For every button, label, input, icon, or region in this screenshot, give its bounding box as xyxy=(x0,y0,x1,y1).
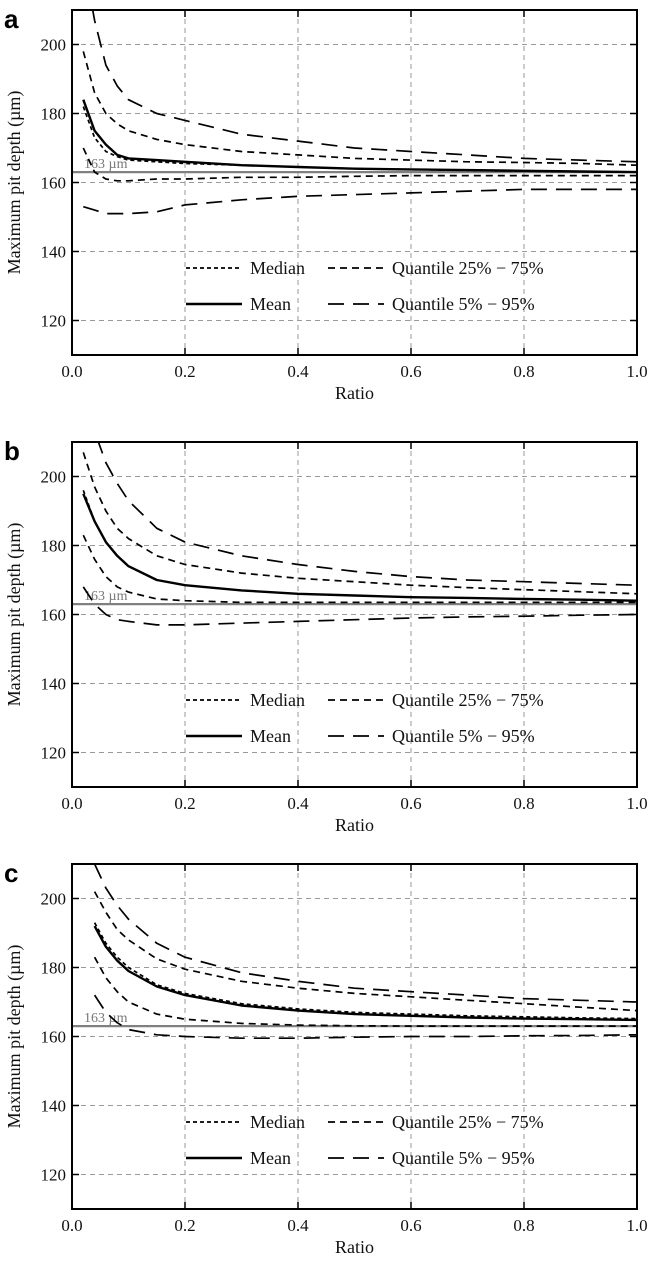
x-tick-label: 0.8 xyxy=(513,362,534,381)
series-line-quantile-25- xyxy=(82,147,637,182)
legend-label: Quantile 5% − 95% xyxy=(392,294,535,314)
y-tick-label: 120 xyxy=(41,744,67,763)
legend-label: Quantile 5% − 95% xyxy=(392,1148,535,1168)
x-tick-label: 0.6 xyxy=(400,794,421,813)
legend-label: Mean xyxy=(250,294,291,314)
reference-label: 163 µm xyxy=(84,589,128,604)
reference-label: 163 µm xyxy=(84,157,128,172)
x-tick-label: 0.4 xyxy=(287,362,309,381)
series-line-median xyxy=(82,490,637,602)
legend-label: Mean xyxy=(250,1148,291,1168)
x-tick-label: 0.0 xyxy=(61,794,82,813)
x-tick-label: 0.2 xyxy=(174,362,195,381)
x-tick-label: 1.0 xyxy=(626,794,647,813)
x-tick-label: 0.8 xyxy=(513,794,534,813)
y-tick-label: 160 xyxy=(41,1028,67,1047)
series-line-mean xyxy=(93,925,637,1022)
series-line-quantile-5- xyxy=(83,188,637,215)
panel-letter: b xyxy=(4,436,20,466)
legend-label: Median xyxy=(250,258,305,278)
x-tick-label: 0.6 xyxy=(400,1216,421,1235)
series-line-quantile-75- xyxy=(82,452,637,595)
legend-label: Quantile 5% − 95% xyxy=(392,726,535,746)
y-tick-label: 120 xyxy=(41,312,67,331)
series-line-quantile-95- xyxy=(93,864,637,1003)
x-axis-label: Ratio xyxy=(335,815,374,835)
x-tick-label: 0.2 xyxy=(174,1216,195,1235)
y-tick-label: 160 xyxy=(41,174,67,193)
x-tick-label: 0.6 xyxy=(400,362,421,381)
chart-svg-b: b 163 µm 0.0 0.2 0.4 0.6 0.8 1.0 120 140 160 180 200… xyxy=(4,436,648,835)
y-tick-label: 180 xyxy=(41,105,67,124)
series-line-quantile-95- xyxy=(91,10,637,163)
legend-label: Median xyxy=(250,1112,305,1132)
y-tick-label: 120 xyxy=(41,1166,67,1185)
x-axis-label: Ratio xyxy=(335,383,374,403)
y-axis-label: Maximum pit depth (µm) xyxy=(4,945,25,1129)
series-line-quantile-5- xyxy=(93,994,637,1040)
y-tick-label: 200 xyxy=(41,36,67,55)
y-tick-label: 140 xyxy=(41,675,67,694)
y-tick-label: 140 xyxy=(41,243,67,262)
legend-label: Quantile 25% − 75% xyxy=(392,1112,544,1132)
y-tick-label: 180 xyxy=(41,537,67,556)
y-tick-label: 200 xyxy=(41,890,67,909)
series-line-quantile-95- xyxy=(97,442,637,587)
series-line-mean xyxy=(82,99,637,174)
chart-svg-c: c 163 µm 0.0 0.2 0.4 0.6 0.8 1.0 120 140 160 180 200… xyxy=(4,858,648,1257)
y-tick-label: 200 xyxy=(41,468,67,487)
chart-panel-c: c 163 µm 0.0 0.2 0.4 0.6 0.8 1.0 120 140 160 180 200… xyxy=(0,854,653,1281)
x-tick-label: 0.0 xyxy=(61,1216,82,1235)
chart-svg-a: a 163 µm 0.0 0.2 0.4 0.6 0.8 1.0 120 140 160 180 200… xyxy=(4,4,648,403)
panel-letter: a xyxy=(4,4,19,34)
series-line-quantile-25- xyxy=(82,534,637,604)
reference-label: 163 µm xyxy=(84,1011,128,1026)
x-tick-label: 1.0 xyxy=(626,1216,647,1235)
legend-label: Quantile 25% − 75% xyxy=(392,690,544,710)
chart-panel-b: b 163 µm 0.0 0.2 0.4 0.6 0.8 1.0 120 140 160 180 200… xyxy=(0,432,653,859)
chart-panel-a: a 163 µm 0.0 0.2 0.4 0.6 0.8 1.0 120 140 160 180 200… xyxy=(0,0,653,427)
x-tick-label: 0.4 xyxy=(287,1216,309,1235)
legend-label: Quantile 25% − 75% xyxy=(392,258,544,278)
series-line-mean xyxy=(82,493,637,602)
x-axis-label: Ratio xyxy=(335,1237,374,1257)
y-tick-label: 180 xyxy=(41,959,67,978)
x-tick-label: 1.0 xyxy=(626,362,647,381)
legend-label: Median xyxy=(250,690,305,710)
x-tick-label: 0.8 xyxy=(513,1216,534,1235)
panel-letter: c xyxy=(4,858,18,888)
series-line-median xyxy=(93,922,637,1020)
y-tick-label: 160 xyxy=(41,606,67,625)
y-tick-label: 140 xyxy=(41,1097,67,1116)
y-axis-label: Maximum pit depth (µm) xyxy=(4,91,25,275)
x-tick-label: 0.2 xyxy=(174,794,195,813)
series-line-quantile-75- xyxy=(82,51,637,167)
series-line-quantile-25- xyxy=(93,956,637,1027)
series-line-quantile-5- xyxy=(82,586,637,626)
x-tick-label: 0.4 xyxy=(287,794,309,813)
legend-label: Mean xyxy=(250,726,291,746)
x-tick-label: 0.0 xyxy=(61,362,82,381)
y-axis-label: Maximum pit depth (µm) xyxy=(4,523,25,707)
series-line-quantile-75- xyxy=(93,891,637,1012)
